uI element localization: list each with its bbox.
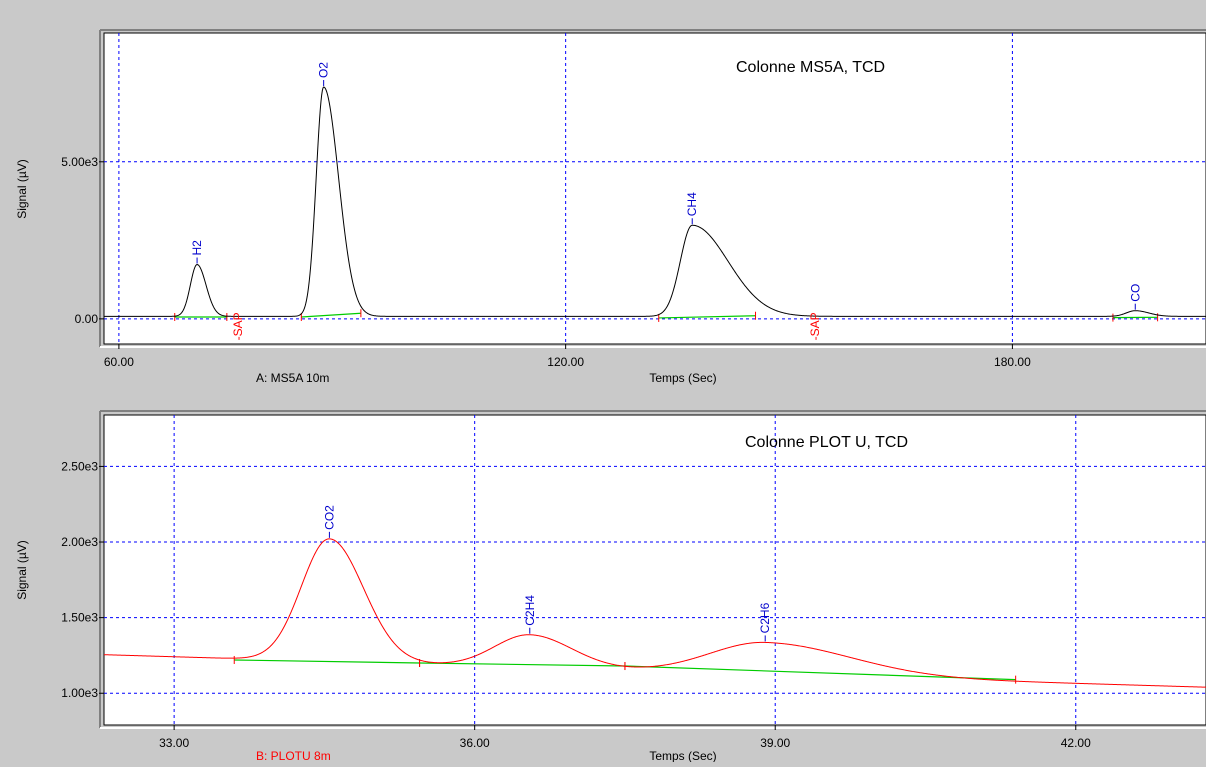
peak-label: CO2 bbox=[322, 505, 336, 530]
x-tick-label: 42.00 bbox=[1061, 736, 1091, 750]
plot-area-bottom bbox=[104, 415, 1206, 725]
chart-title-top: Colonne MS5A, TCD bbox=[736, 59, 885, 76]
channel-label-top: A: MS5A 10m bbox=[256, 371, 329, 385]
x-tick-label: 60.00 bbox=[104, 355, 134, 369]
x-tick-label: 120.00 bbox=[547, 355, 584, 369]
chart-ms5a: H2 O2 CH4 CO -SAP -SAP 0.00 5.00e3 60.00 120.0… bbox=[15, 30, 1206, 385]
peak-label: C2H4 bbox=[523, 595, 537, 626]
y-tick-labels-bottom: 1.00e3 1.50e3 2.00e3 2.50e3 bbox=[61, 459, 98, 700]
y-tick-label: 1.00e3 bbox=[61, 686, 98, 700]
channel-label-bottom: B: PLOTU 8m bbox=[256, 749, 331, 762]
peak-label: H2 bbox=[190, 240, 204, 256]
peak-label: C2H6 bbox=[758, 602, 772, 633]
y-axis-label-bottom: Signal (µV) bbox=[15, 540, 29, 600]
y-tick-labels-top: 0.00 5.00e3 bbox=[61, 155, 98, 326]
y-tick-label: 5.00e3 bbox=[61, 155, 98, 169]
peak-label: CO bbox=[1128, 284, 1142, 302]
x-tick-label: 180.00 bbox=[994, 355, 1031, 369]
x-tick-label: 36.00 bbox=[460, 736, 490, 750]
x-tick-labels-top: 60.00 120.00 180.00 bbox=[104, 355, 1031, 369]
event-label: -SAP bbox=[231, 312, 245, 340]
x-tick-label: 33.00 bbox=[159, 736, 189, 750]
peak-label: CH4 bbox=[685, 192, 699, 216]
x-tick-labels-bottom: 33.00 36.00 39.00 42.00 bbox=[159, 736, 1091, 750]
plot-area-top bbox=[104, 33, 1206, 344]
x-axis-label-bottom: Temps (Sec) bbox=[649, 749, 716, 762]
y-tick-label: 0.00 bbox=[75, 312, 99, 326]
chart-plotu: CO2 C2H4 C2H6 1.00e3 1.50e3 2.00e3 2.50e3 33.… bbox=[15, 411, 1206, 762]
peak-label: O2 bbox=[317, 62, 331, 78]
x-tick-label: 39.00 bbox=[760, 736, 790, 750]
y-tick-label: 1.50e3 bbox=[61, 611, 98, 625]
y-tick-label: 2.00e3 bbox=[61, 535, 98, 549]
y-axis-label-top: Signal (µV) bbox=[15, 159, 29, 219]
x-axis-label-top: Temps (Sec) bbox=[649, 371, 716, 385]
y-tick-label: 2.50e3 bbox=[61, 459, 98, 473]
chart-title-bottom: Colonne PLOT U, TCD bbox=[745, 434, 908, 451]
event-label: -SAP bbox=[808, 312, 822, 340]
